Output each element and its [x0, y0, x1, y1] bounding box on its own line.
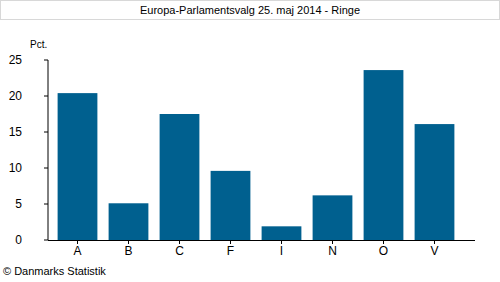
chart-container: Europa-Parlamentsvalg 25. maj 2014 - Rin… — [0, 0, 500, 282]
y-tick-label: 20 — [9, 89, 23, 103]
x-tick-label: N — [328, 244, 337, 258]
bar — [364, 70, 404, 240]
bar — [262, 226, 302, 240]
y-tick — [44, 240, 48, 241]
y-tick-label: 0 — [15, 233, 22, 247]
y-axis-line — [48, 60, 49, 240]
x-tick-label: C — [175, 244, 184, 258]
y-tick — [44, 60, 48, 61]
x-tick-label: V — [430, 244, 438, 258]
y-tick — [44, 96, 48, 97]
bar — [415, 124, 455, 240]
x-tick-label: I — [280, 244, 283, 258]
source: © Danmarks Statistik — [3, 265, 106, 277]
x-tick-label: A — [73, 244, 81, 258]
y-tick-label: 5 — [15, 197, 22, 211]
bar — [160, 114, 200, 240]
x-tick-label: B — [124, 244, 132, 258]
x-tick-label: O — [379, 244, 388, 258]
title: Europa-Parlamentsvalg 25. maj 2014 - Rin… — [140, 4, 360, 16]
x-axis-line — [48, 240, 475, 241]
bars — [58, 70, 455, 240]
y-tick — [44, 132, 48, 133]
bar — [109, 203, 149, 240]
bar — [211, 171, 251, 240]
y-tick — [44, 168, 48, 169]
bar — [313, 195, 353, 240]
y-tick-label: 15 — [9, 125, 23, 139]
chart-svg: Europa-Parlamentsvalg 25. maj 2014 - Rin… — [0, 0, 500, 282]
bar — [58, 93, 98, 240]
y-tick-label: 25 — [9, 53, 23, 67]
y-tick-label: 10 — [9, 161, 23, 175]
title-frame — [1, 1, 500, 20]
y-tick — [44, 204, 48, 205]
x-tick-label: F — [227, 244, 234, 258]
y-axis-label: Pct. — [30, 39, 47, 50]
